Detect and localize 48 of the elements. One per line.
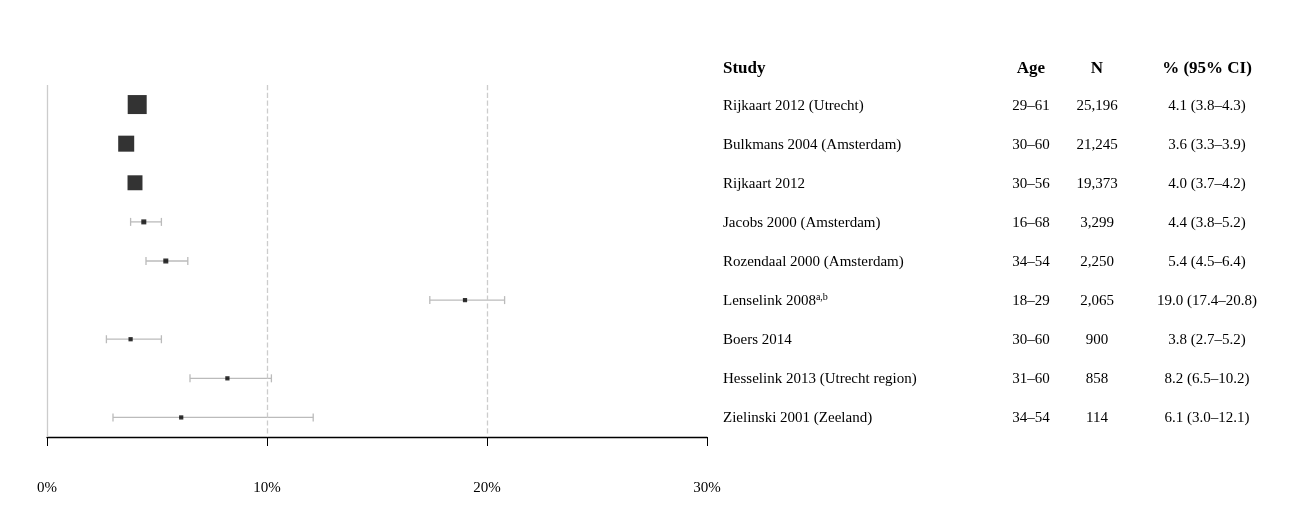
text: 4.0 (3.7–4.2) [1168, 174, 1246, 192]
text: 900 [1085, 331, 1109, 348]
text: 3,299 [1080, 213, 1114, 230]
y-tick-label: Rijkaart 2012 [723, 174, 806, 191]
point [128, 337, 133, 342]
text: 30–56 [1012, 174, 1051, 191]
text: 19,373 [1076, 174, 1118, 191]
text: 2,065 [1080, 292, 1114, 309]
text: 18–29 [1012, 292, 1050, 309]
text: 34–54 [1012, 409, 1051, 426]
text: 31–60 [1012, 370, 1050, 387]
text: 30–60 [1012, 331, 1050, 348]
text: 21,245 [1076, 135, 1118, 152]
text: 4.1 (3.8–4.3) [1168, 96, 1246, 114]
x-tick-label: 20% [473, 478, 501, 495]
x-tick-label: 10% [253, 478, 281, 495]
text: 29–61 [1012, 96, 1050, 113]
text: Age [1016, 57, 1046, 77]
text: 34–54 [1012, 253, 1051, 269]
x-tick-label: 0% [37, 478, 57, 495]
x-tick-label: 30% [693, 478, 721, 495]
y-tick-label: Jacobs 2000 (Amsterdam) [723, 213, 881, 231]
text: 114 [1086, 409, 1109, 426]
text: 19.0 (17.4–20.8) [1157, 292, 1257, 310]
y-tick-label: Bulkmans 2004 (Amsterdam) [723, 135, 902, 153]
point [179, 415, 184, 420]
text: 30–60 [1012, 135, 1050, 152]
text: 5.4 (4.5–6.4) [1168, 253, 1246, 270]
point [163, 258, 169, 264]
y-tick-label: Hesselink 2013 (Utrecht region) [723, 370, 917, 388]
y-tick-label: Rozendaal 2000 (Amsterdam) [723, 253, 904, 270]
point [225, 376, 230, 381]
point [141, 219, 147, 225]
text: 3.6 (3.3–3.9) [1168, 135, 1246, 153]
text: 2,250 [1080, 253, 1114, 269]
y-tick-label: Boers 2014 [723, 331, 793, 348]
text: 3.8 (2.7–5.2) [1168, 331, 1246, 349]
text: 8.2 (6.5–10.2) [1164, 370, 1250, 388]
text: 4.4 (3.8–5.2) [1168, 213, 1246, 231]
text: N [1090, 57, 1104, 77]
text: 858 [1085, 370, 1109, 387]
y-tick-label: Rijkaart 2012 (Utrecht) [723, 96, 864, 114]
text: Study [723, 57, 767, 77]
text: 16–68 [1012, 213, 1050, 230]
text: 6.1 (3.0–12.1) [1164, 409, 1250, 427]
text: % (95% CI) [1162, 57, 1252, 77]
y-tick-label: Zielinski 2001 (Zeeland) [723, 409, 873, 427]
text: 25,196 [1076, 96, 1119, 113]
